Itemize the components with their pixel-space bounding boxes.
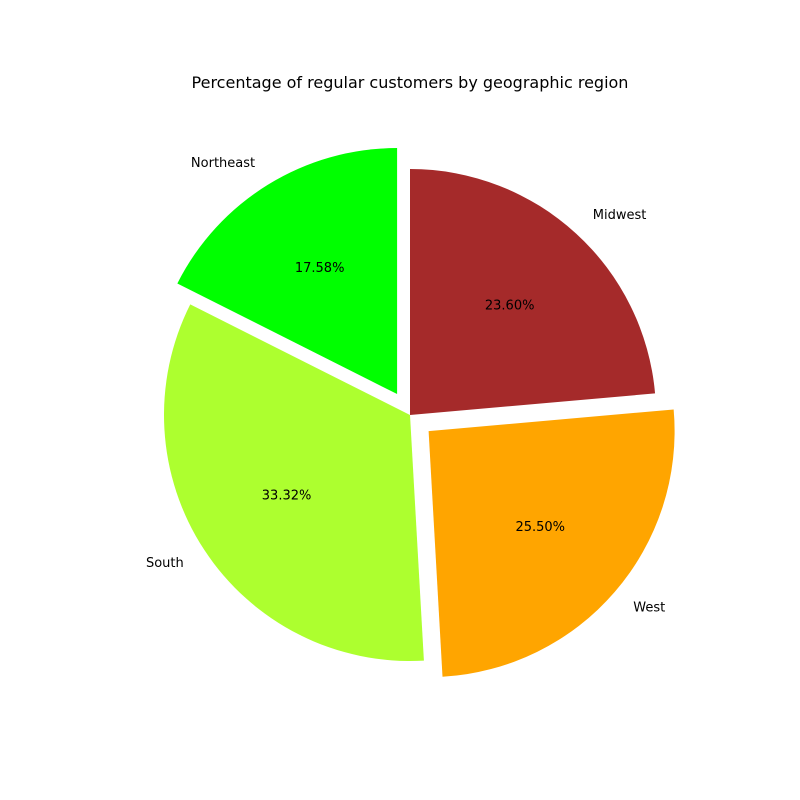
- slice-label-northeast: Northeast: [191, 156, 255, 171]
- pie-slice-midwest: [410, 169, 656, 415]
- slice-pct-midwest: 23.60%: [485, 299, 535, 314]
- slice-pct-south: 33.32%: [262, 488, 312, 503]
- pie-slice-northeast: [177, 148, 398, 395]
- slice-pct-west: 25.50%: [515, 520, 565, 535]
- slice-label-south: South: [146, 556, 184, 571]
- pie-slice-west: [428, 409, 675, 677]
- pie-slices: [164, 148, 675, 677]
- pie-labels: Northeast 17.58% South 33.32% West 25.50% Midw…: [146, 156, 665, 615]
- slice-label-midwest: Midwest: [593, 208, 647, 223]
- chart-title: Percentage of regular customers by geogr…: [192, 73, 629, 92]
- slice-label-west: West: [633, 601, 665, 616]
- pie-slice-south: [164, 304, 424, 661]
- slice-pct-northeast: 17.58%: [295, 261, 345, 276]
